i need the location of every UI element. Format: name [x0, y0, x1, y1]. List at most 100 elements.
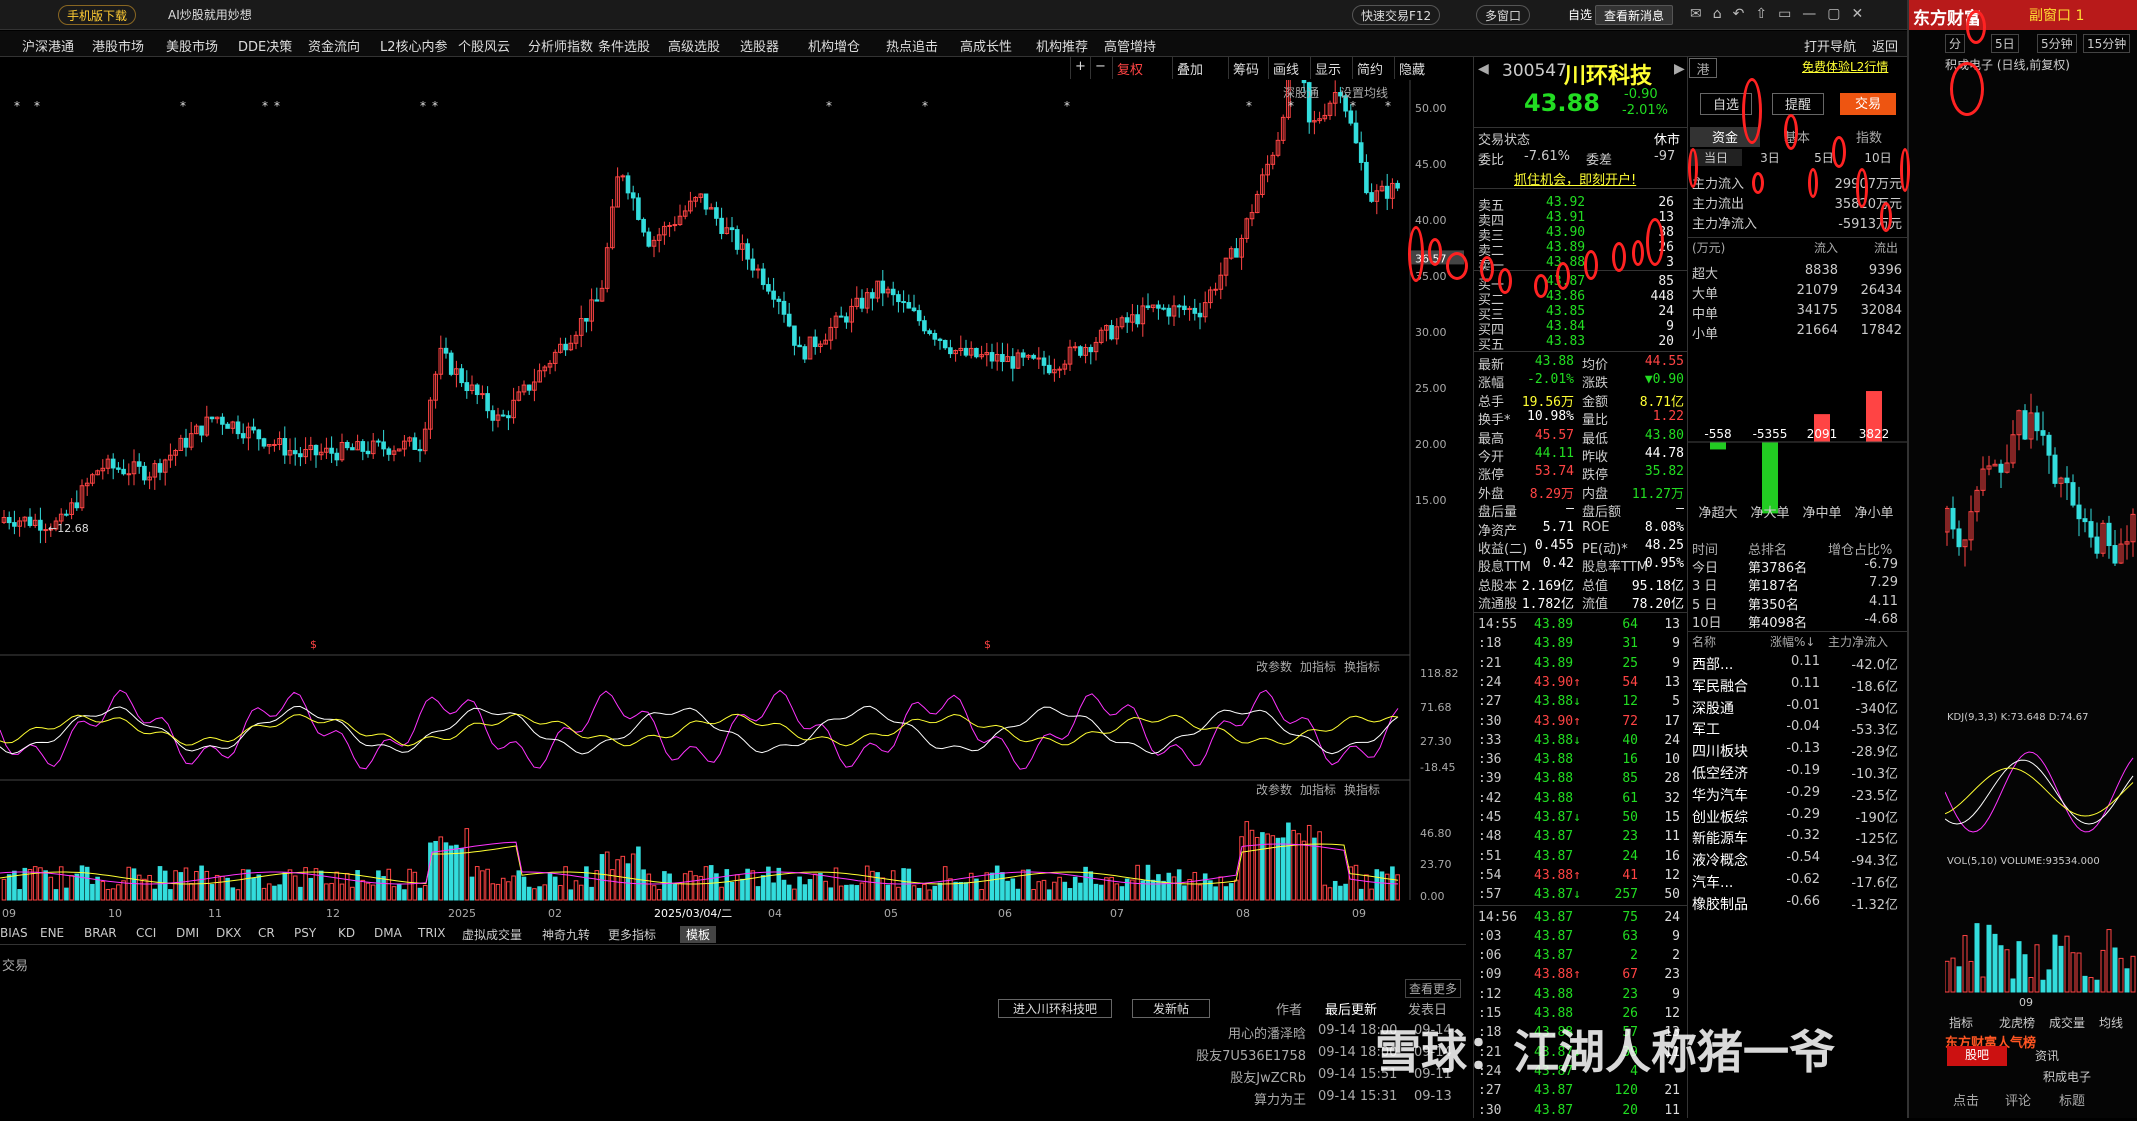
side-period-tab[interactable]: 分: [1945, 34, 1966, 53]
sector-header[interactable]: 主力净流入: [1828, 635, 1889, 649]
indicator-tab[interactable]: KD: [338, 926, 356, 940]
shenggu-label[interactable]: 深股通: [1283, 86, 1320, 100]
sector-name[interactable]: 液冷概念: [1692, 853, 1748, 870]
indicator-tab[interactable]: BIAS: [0, 926, 28, 940]
indicator-control[interactable]: 加指标: [1300, 782, 1336, 797]
latest-header[interactable]: 最后更新: [1325, 1003, 1378, 1018]
indicator-tab[interactable]: CR: [258, 926, 275, 940]
side-bottom-tab[interactable]: 成交量: [2049, 1016, 2086, 1030]
fast-trade-button[interactable]: 快速交易F12: [1352, 5, 1441, 25]
open-account-link[interactable]: 抓住机会，即刻开户!: [1514, 173, 1637, 188]
buy-price[interactable]: 43.85: [1546, 304, 1586, 319]
indicator-control[interactable]: 改参数: [1256, 782, 1292, 797]
sector-name[interactable]: 汽车...: [1692, 875, 1734, 891]
menu-item[interactable]: 沪深港通: [22, 40, 75, 55]
menu-item[interactable]: 资金流向: [308, 40, 361, 55]
prev-stock-icon[interactable]: ◀: [1478, 61, 1489, 77]
news-button[interactable]: 查看新消息: [1595, 5, 1674, 25]
post-author[interactable]: 用心的潘泽晗: [1227, 1027, 1306, 1042]
menu-item[interactable]: 机构增仓: [808, 40, 861, 55]
sector-header[interactable]: 涨幅%↓: [1770, 635, 1816, 649]
menu-item[interactable]: 港股市场: [92, 40, 145, 55]
menu-item[interactable]: 机构推荐: [1036, 40, 1089, 55]
indicator-control[interactable]: 加指标: [1300, 659, 1336, 674]
window-controls-icon[interactable]: ✉⌂↶⇧▭—▢✕: [1690, 6, 1875, 22]
side-bottom-tab[interactable]: 指标: [1949, 1016, 1974, 1030]
flow-tab[interactable]: 资金: [1690, 127, 1760, 147]
sell-price[interactable]: 43.90: [1546, 225, 1586, 240]
post-author[interactable]: 股友JwZCRb: [1230, 1071, 1306, 1086]
indicator-tab[interactable]: 模板: [680, 926, 717, 943]
indicator-tab[interactable]: DMA: [374, 926, 402, 940]
side-period-tab[interactable]: 15分钟: [2083, 34, 2131, 53]
chart-toolbar-button[interactable]: 复权: [1112, 57, 1147, 79]
ma-setting-label[interactable]: 设置均线: [1340, 86, 1389, 100]
side-kline-chart[interactable]: [1945, 72, 2137, 1012]
chart-toolbar-button[interactable]: 筹码: [1228, 57, 1263, 79]
post-author[interactable]: 股友7U536E1758: [1196, 1049, 1306, 1064]
sector-name[interactable]: 军工: [1692, 722, 1720, 739]
free-l2-link[interactable]: 免费体验L2行情: [1802, 60, 1889, 74]
side-period-tab[interactable]: 5日: [1991, 34, 2019, 53]
next-stock-icon[interactable]: ▶: [1674, 61, 1685, 77]
menu-item[interactable]: 高管增持: [1104, 40, 1157, 55]
sector-name[interactable]: 华为汽车: [1692, 787, 1748, 804]
flow-tab[interactable]: 指数: [1855, 131, 1882, 146]
side-bar-tab[interactable]: 股吧: [1947, 1046, 2007, 1066]
sell-price[interactable]: 43.91: [1546, 210, 1586, 225]
sell-price[interactable]: 43.92: [1546, 195, 1586, 210]
chart-toolbar-button[interactable]: 显示: [1310, 57, 1345, 79]
menu-item[interactable]: 热点追击: [886, 40, 939, 55]
sector-name[interactable]: 创业板综: [1692, 809, 1748, 826]
indicator-control[interactable]: 换指标: [1344, 659, 1380, 674]
mobile-download-button[interactable]: 手机版下载: [58, 5, 137, 25]
kline-chart[interactable]: 55.0050.0045.0040.0036.5735.0030.0025.00…: [0, 80, 1466, 920]
flow-day-tab[interactable]: 10日: [1864, 151, 1892, 165]
sector-name[interactable]: 橡胶制品: [1692, 896, 1748, 913]
side-bottom-tab[interactable]: 龙虎榜: [1999, 1016, 2036, 1030]
indicator-control[interactable]: 换指标: [1344, 782, 1380, 797]
sector-name[interactable]: 四川板块: [1692, 744, 1748, 761]
indicator-tab[interactable]: 虚拟成交量: [462, 928, 523, 942]
open-nav-button[interactable]: 打开导航: [1804, 40, 1857, 55]
sell-price[interactable]: 43.89: [1546, 240, 1586, 255]
trade-button[interactable]: 交易: [1840, 93, 1896, 115]
new-post-button[interactable]: 发新帖: [1132, 999, 1211, 1018]
enter-bar-button[interactable]: 进入川环科技吧: [998, 999, 1113, 1018]
chart-toolbar-button[interactable]: −: [1090, 57, 1110, 79]
menu-item[interactable]: 分析师指数: [528, 40, 594, 55]
menu-item[interactable]: 个股风云: [458, 40, 511, 55]
buy-price[interactable]: 43.86: [1546, 289, 1586, 304]
menu-item[interactable]: 高成长性: [960, 40, 1013, 55]
sector-name[interactable]: 深股通: [1692, 700, 1734, 717]
chart-toolbar-button[interactable]: 画线: [1268, 57, 1303, 79]
buy-price[interactable]: 43.83: [1546, 334, 1586, 349]
chart-toolbar-button[interactable]: 简约: [1352, 57, 1387, 79]
indicator-tab[interactable]: CCI: [136, 926, 157, 940]
buy-price[interactable]: 43.84: [1546, 319, 1586, 334]
indicator-tab[interactable]: DKX: [216, 926, 242, 940]
menu-item[interactable]: L2核心内参: [380, 40, 448, 55]
sector-header[interactable]: 名称: [1692, 635, 1717, 649]
side-period-tab[interactable]: 5分钟: [2037, 34, 2077, 53]
menu-item[interactable]: 美股市场: [166, 40, 219, 55]
chart-toolbar-button[interactable]: 隐藏: [1394, 57, 1429, 79]
remind-button[interactable]: 提醒: [1772, 93, 1824, 115]
view-more-button[interactable]: 查看更多: [1405, 979, 1462, 998]
post-author[interactable]: 算力为王: [1253, 1093, 1306, 1108]
indicator-tab[interactable]: ENE: [40, 926, 65, 940]
sector-name[interactable]: 低空经济: [1692, 766, 1748, 782]
side-bottom-tab[interactable]: 均线: [2099, 1016, 2124, 1030]
indicator-control[interactable]: 改参数: [1256, 659, 1292, 674]
menu-item[interactable]: 选股器: [740, 40, 780, 55]
post-date-header[interactable]: 发表日: [1408, 1003, 1448, 1018]
menu-item[interactable]: DDE决策: [238, 40, 293, 55]
multi-window-button[interactable]: 多窗口: [1476, 5, 1531, 25]
side-news-tab[interactable]: 资讯: [2035, 1049, 2060, 1063]
sector-name[interactable]: 西部...: [1692, 657, 1734, 673]
flow-day-tab[interactable]: 3日: [1760, 151, 1780, 165]
indicator-tab[interactable]: TRIX: [418, 926, 446, 940]
chart-toolbar-button[interactable]: +: [1070, 57, 1090, 79]
flow-day-tab[interactable]: 当日: [1690, 149, 1742, 166]
flow-day-tab[interactable]: 5日: [1814, 151, 1834, 165]
